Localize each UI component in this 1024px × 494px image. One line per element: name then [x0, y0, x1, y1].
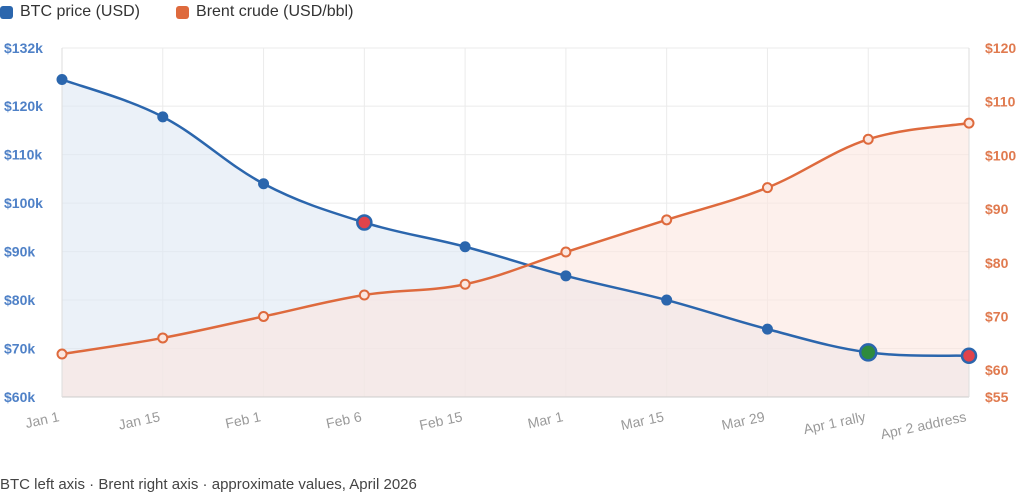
- x-axis-tick-label: Jan 1: [24, 408, 61, 431]
- btc-data-point[interactable]: [661, 294, 673, 306]
- legend-item-btc[interactable]: BTC price (USD): [0, 3, 140, 21]
- x-axis-tick-label: Mar 29: [720, 408, 766, 433]
- chart-legend: BTC price (USD) Brent crude (USD/bbl): [0, 3, 389, 21]
- left-axis-tick-label: $110k: [4, 147, 42, 163]
- left-axis-tick-label: $132k: [4, 40, 43, 56]
- right-axis-tick-label: $70: [985, 308, 1009, 324]
- right-axis-tick-label: $90: [985, 201, 1009, 217]
- left-axis-tick-label: $70k: [4, 341, 35, 357]
- right-axis-tick-label: $55: [985, 389, 1009, 405]
- right-axis-tick-label: $100: [985, 147, 1016, 163]
- brent-data-point[interactable]: [963, 117, 975, 129]
- btc-data-point[interactable]: [761, 323, 773, 335]
- legend-item-brent[interactable]: Brent crude (USD/bbl): [176, 3, 353, 21]
- right-axis-tick-label: $60: [985, 362, 1009, 378]
- btc-data-point-highlight[interactable]: [356, 214, 373, 231]
- btc-data-point[interactable]: [459, 241, 471, 253]
- brent-data-point[interactable]: [157, 332, 169, 344]
- btc-series-line: [61, 78, 970, 358]
- area-fills: [62, 79, 969, 398]
- btc-data-point[interactable]: [258, 178, 270, 190]
- btc-data-point-highlight[interactable]: [858, 343, 878, 362]
- brent-data-point[interactable]: [459, 278, 471, 290]
- left-axis-tick-label: $100k: [4, 195, 43, 211]
- x-axis-tick-label: Feb 1: [224, 408, 263, 431]
- right-axis-tick-label: $120: [985, 40, 1016, 56]
- x-axis-tick-label: Feb 6: [325, 408, 364, 431]
- x-axis-tick-label: Apr 1 rally: [802, 408, 867, 437]
- brent-data-point[interactable]: [358, 289, 370, 301]
- brent-data-point[interactable]: [862, 133, 874, 145]
- btc-swatch: [0, 5, 13, 19]
- line-chart: $60k $70k $80k $90k $100k $110k $120k $132k $55 $…: [4, 40, 1016, 442]
- btc-data-point[interactable]: [56, 74, 68, 86]
- brent-data-point[interactable]: [56, 348, 68, 360]
- left-axis-tick-label: $80k: [4, 292, 35, 308]
- brent-swatch: [176, 5, 190, 19]
- left-axis-tick-label: $120k: [4, 98, 43, 114]
- right-axis-tick-label: $80: [985, 255, 1009, 271]
- data-points: [56, 74, 978, 365]
- brent-data-point[interactable]: [258, 310, 270, 322]
- legend-label-btc: BTC price (USD): [20, 3, 141, 20]
- x-axis-tick-label: Apr 2 address: [879, 408, 968, 442]
- brent-data-point[interactable]: [761, 182, 773, 194]
- btc-data-point-highlight[interactable]: [960, 347, 978, 365]
- btc-data-point[interactable]: [560, 270, 572, 282]
- x-axis-tick-label: Mar 1: [526, 408, 565, 431]
- legend-label-brent: Brent crude (USD/bbl): [196, 3, 354, 20]
- btc-data-point[interactable]: [157, 111, 169, 123]
- left-axis-tick-label: $90k: [4, 244, 35, 260]
- left-axis-tick-label: $60k: [4, 389, 35, 405]
- brent-series-line: [61, 121, 970, 356]
- brent-data-point[interactable]: [560, 246, 572, 258]
- brent-data-point[interactable]: [661, 214, 673, 226]
- right-axis-tick-label: $110: [985, 94, 1016, 110]
- x-axis-tick-label: Jan 15: [117, 408, 162, 432]
- axes: [61, 48, 970, 398]
- brent-area-fill: [62, 123, 969, 398]
- series-lines: [61, 78, 970, 358]
- chart-caption: BTC left axis · Brent right axis · appro…: [0, 476, 417, 493]
- x-axis-tick-label: Mar 15: [619, 408, 665, 433]
- x-axis-tick-label: Feb 15: [418, 408, 464, 433]
